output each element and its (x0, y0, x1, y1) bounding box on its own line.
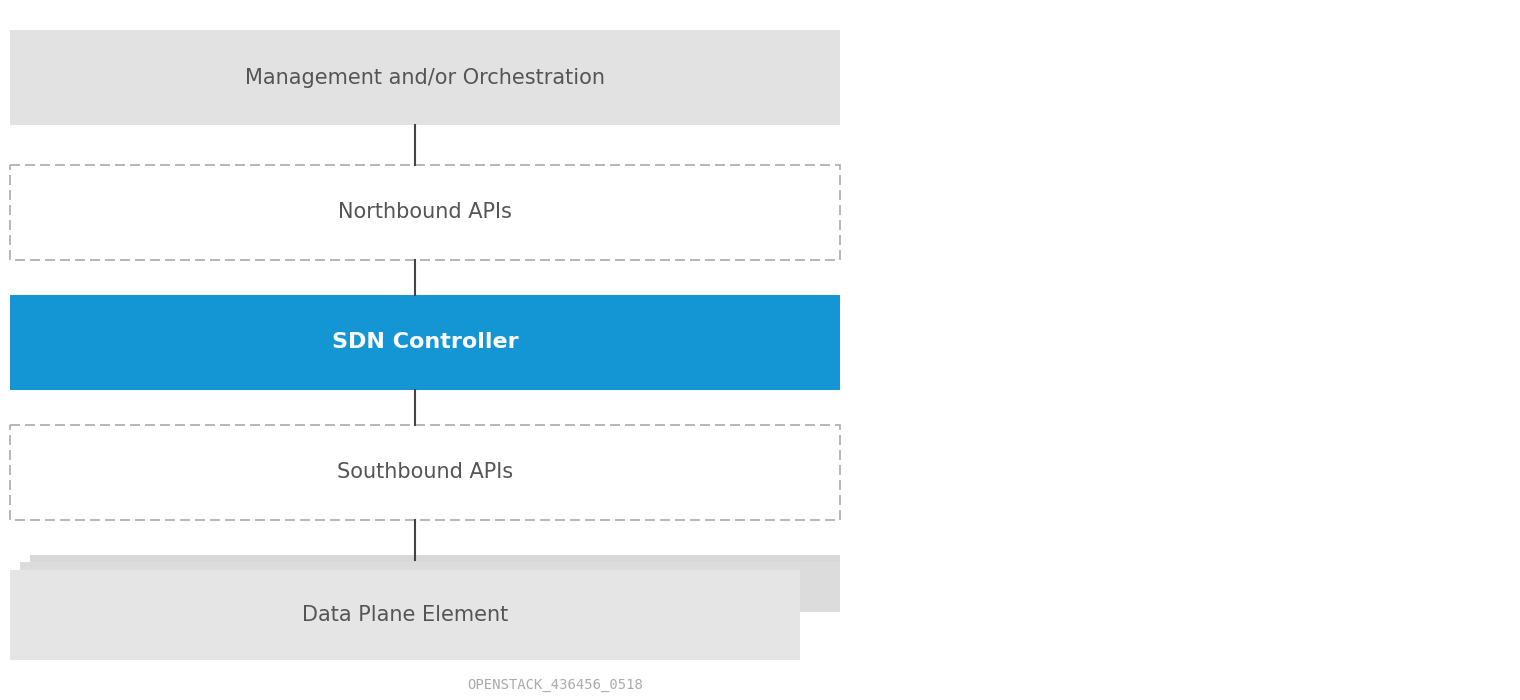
Text: SDN Controller: SDN Controller (331, 332, 518, 353)
Bar (30, 555, 841, 605)
Text: Data Plane Element: Data Plane Element (302, 605, 508, 625)
Bar (11, 295, 841, 390)
Bar (20, 562, 841, 612)
Bar (11, 425, 841, 520)
Bar (11, 570, 800, 660)
Text: Southbound APIs: Southbound APIs (337, 463, 514, 482)
Text: Northbound APIs: Northbound APIs (337, 202, 512, 223)
Bar (11, 165, 841, 260)
Text: OPENSTACK_436456_0518: OPENSTACK_436456_0518 (467, 678, 643, 692)
Bar (11, 30, 841, 125)
Text: Management and/or Orchestration: Management and/or Orchestration (245, 67, 605, 88)
